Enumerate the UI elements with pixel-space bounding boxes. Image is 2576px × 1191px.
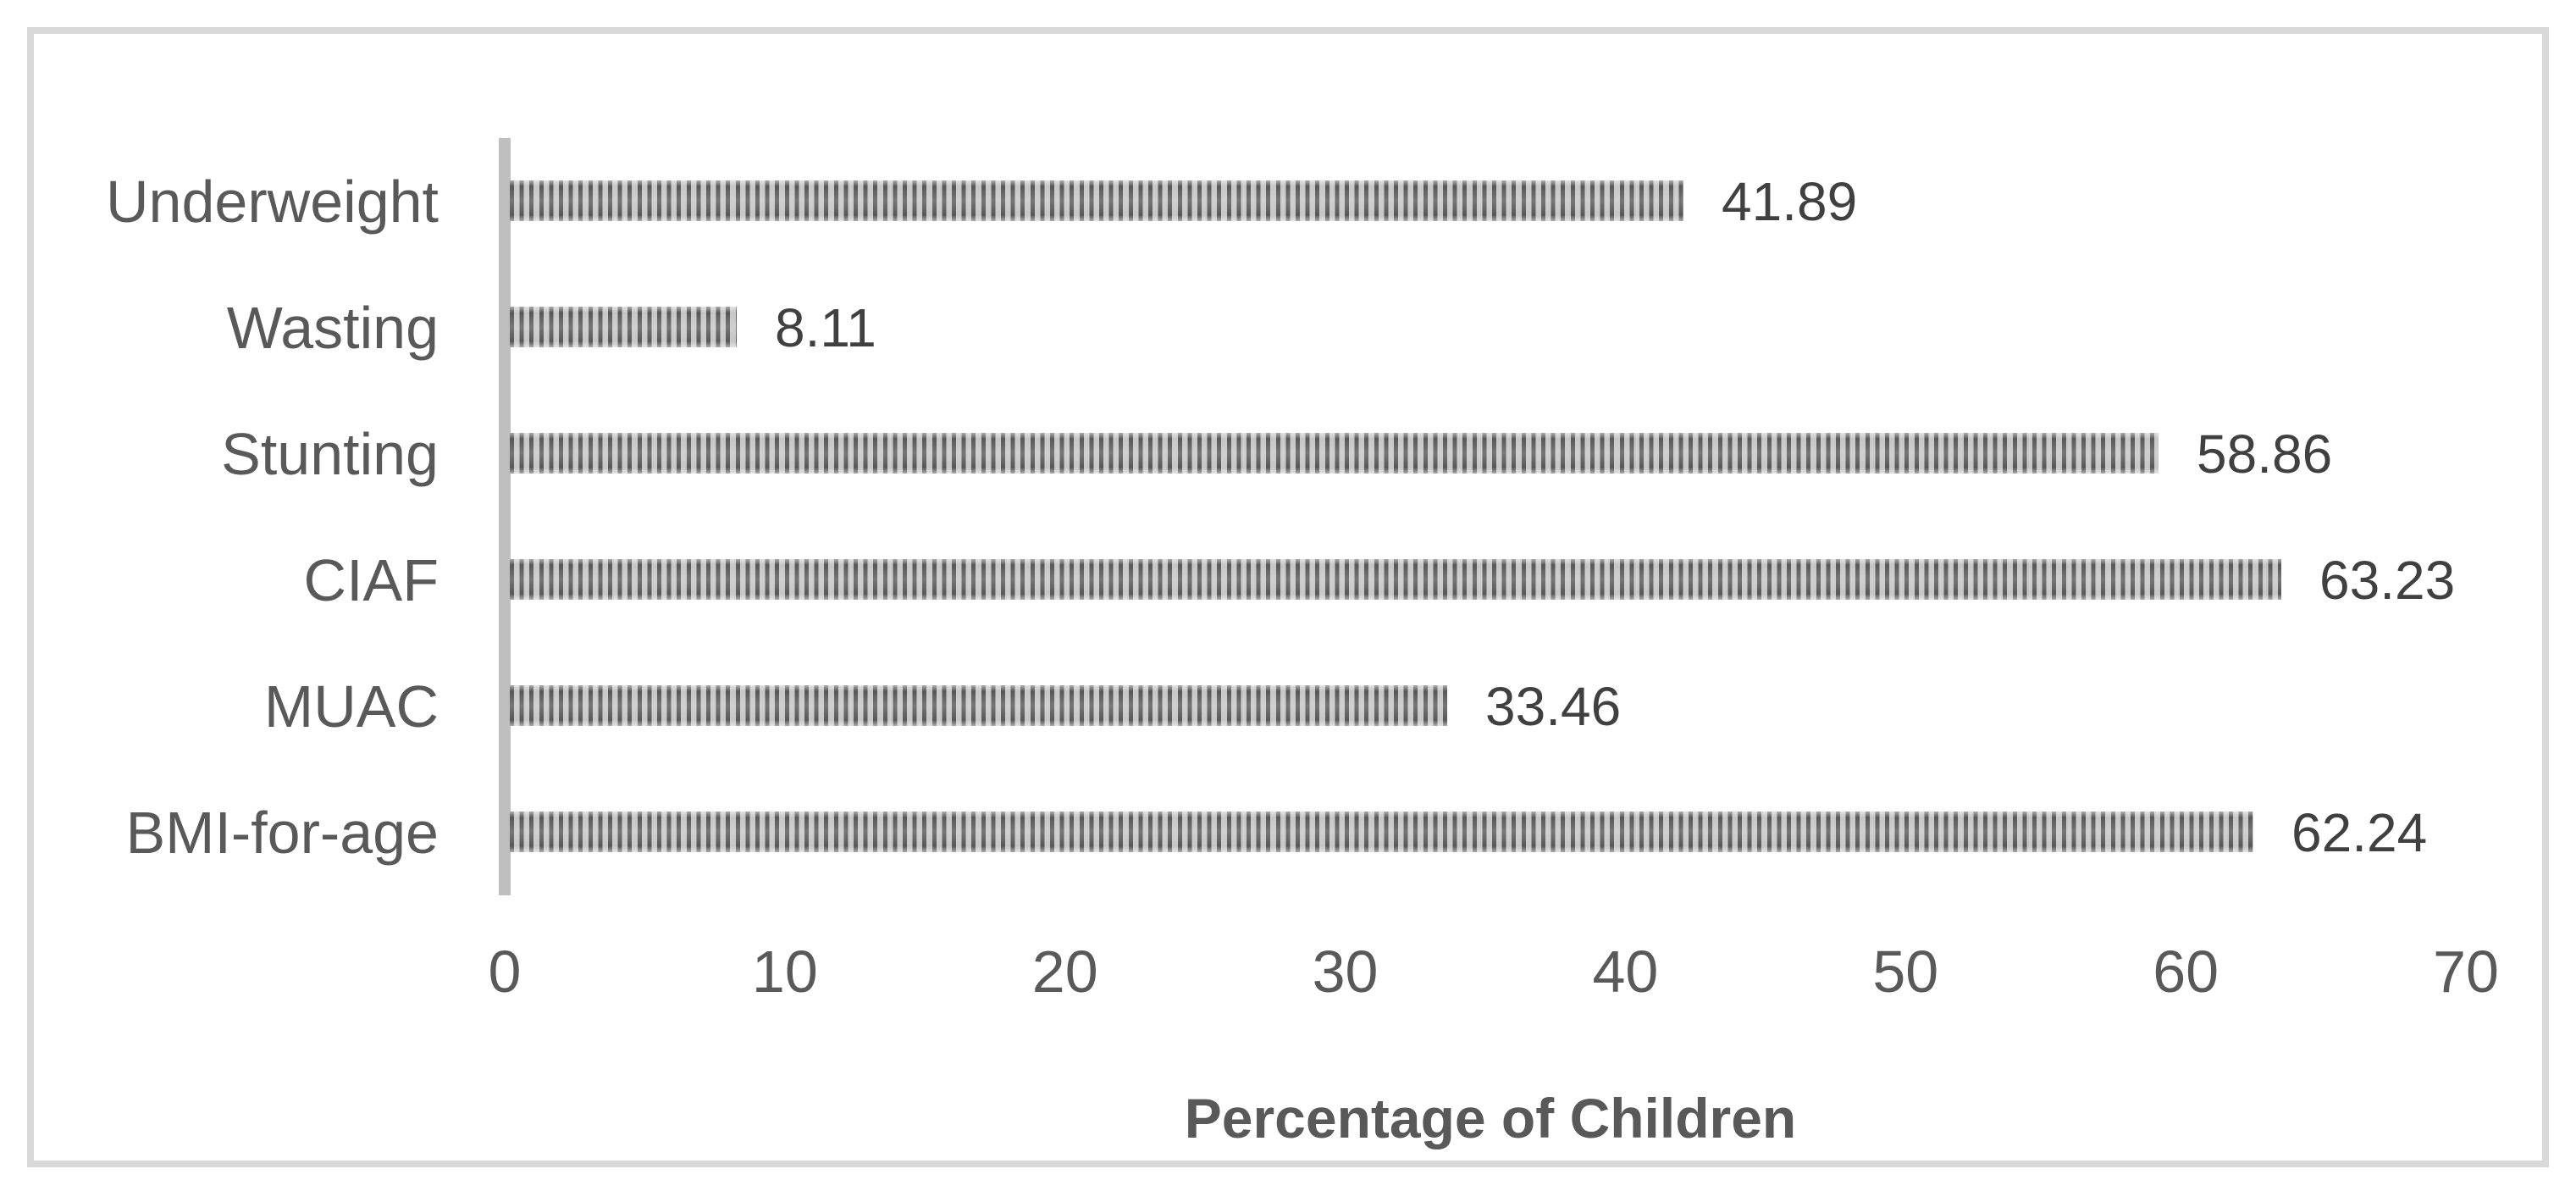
- category-label: CIAF: [303, 546, 439, 613]
- bar-row: Wasting 8.11: [34, 264, 2576, 391]
- bar: [510, 433, 2159, 474]
- bar-row: Stunting 58.86: [34, 391, 2576, 517]
- value-label: 41.89: [1722, 170, 1858, 232]
- value-label: 33.46: [1485, 675, 1622, 737]
- value-label: 58.86: [2197, 423, 2333, 485]
- value-label: 62.24: [2291, 801, 2428, 863]
- category-label: Wasting: [226, 294, 439, 361]
- x-axis-tick-label: 10: [751, 939, 818, 1005]
- bar: [510, 180, 1683, 221]
- bar: [510, 812, 2253, 852]
- bar-row: MUAC 33.46: [34, 643, 2576, 769]
- x-axis-tick-label: 40: [1592, 939, 1659, 1005]
- x-axis-tick-label: 0: [488, 939, 522, 1005]
- bar-row: Underweight 41.89: [34, 138, 2576, 264]
- y-axis-line: [499, 138, 511, 895]
- x-axis-tick-label: 70: [2433, 939, 2499, 1005]
- chart-frame: Underweight 41.89 Wasting 8.11 Stunting …: [27, 27, 2549, 1167]
- x-axis-tick-label: 50: [1872, 939, 1939, 1005]
- bar: [510, 685, 1447, 726]
- x-axis-tick-label: 20: [1031, 939, 1098, 1005]
- category-label: BMI-for-age: [125, 799, 439, 866]
- category-label: Stunting: [221, 420, 439, 487]
- category-label: MUAC: [263, 673, 439, 740]
- bar: [510, 307, 737, 347]
- x-axis-tick-label: 60: [2153, 939, 2219, 1005]
- value-label: 63.23: [2319, 549, 2456, 611]
- x-axis-tick-label: 30: [1312, 939, 1379, 1005]
- bar: [510, 559, 2281, 600]
- value-label: 8.11: [775, 296, 876, 358]
- category-label: Underweight: [106, 168, 439, 235]
- x-axis-title: Percentage of Children: [1184, 1087, 1797, 1149]
- bar-row: BMI-for-age 62.24: [34, 769, 2576, 895]
- bar-row: CIAF 63.23: [34, 517, 2576, 643]
